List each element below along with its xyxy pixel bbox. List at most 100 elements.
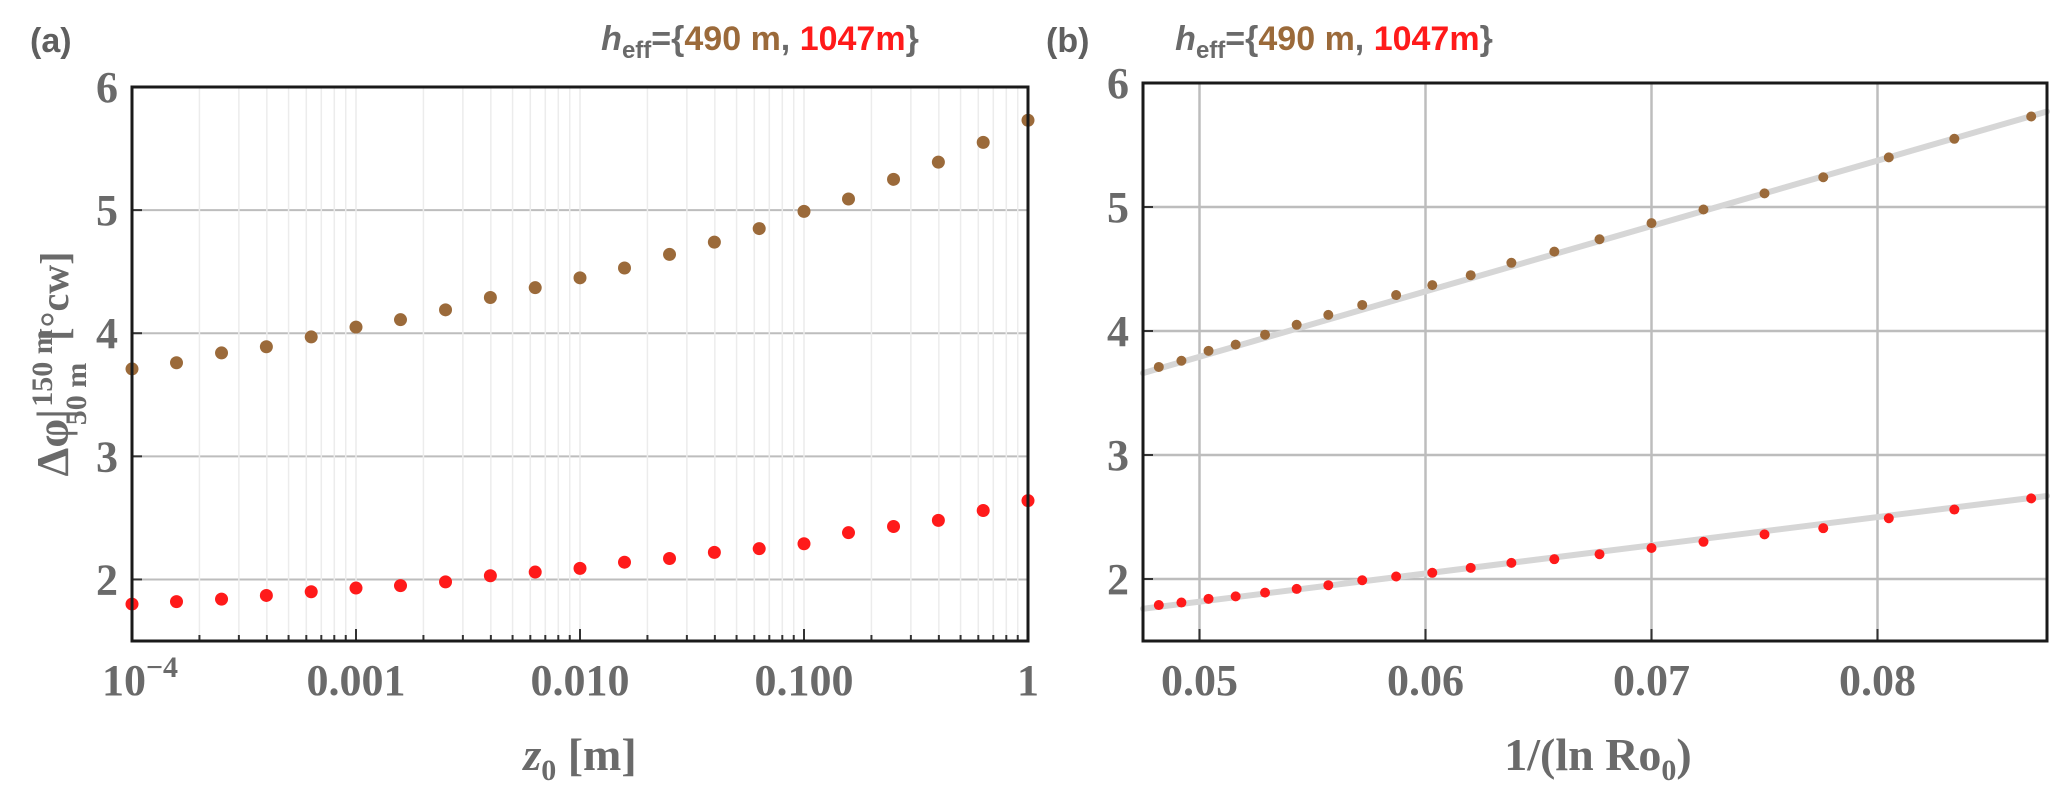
data-point (707, 545, 721, 559)
data-point (797, 204, 811, 218)
data-point (215, 346, 229, 360)
y-tick-label: 2 (96, 555, 118, 604)
data-point (1818, 172, 1829, 183)
x-tick-label: 0.06 (1387, 656, 1464, 705)
panel-b-title-eq: ={ (1225, 20, 1258, 58)
data-point (439, 575, 453, 589)
data-point (1646, 218, 1657, 229)
data-point (1176, 355, 1187, 366)
data-point (1818, 523, 1829, 534)
x-tick-label: 0.05 (1161, 656, 1238, 705)
panel-a-label: (a) (30, 22, 72, 60)
panel-a-xlabel-z: z (521, 729, 541, 780)
data-point (393, 579, 407, 593)
data-point (1549, 246, 1560, 257)
y-tick-label: 6 (1107, 59, 1129, 108)
data-point (393, 313, 407, 327)
panel-a-title-490: 490 m (684, 20, 780, 58)
data-point (304, 585, 318, 599)
y-tick-label: 3 (96, 432, 118, 481)
data-point (887, 172, 901, 186)
data-point (573, 561, 587, 575)
panel-b-grid (1143, 83, 2047, 641)
data-point (1323, 309, 1334, 320)
panel-b-xlabel: 1/(ln Ro0) (1504, 729, 1692, 787)
data-point (483, 569, 497, 583)
data-point (215, 592, 229, 606)
data-point (259, 588, 273, 602)
panel-a-ticks: 2 3 4 5 6 10−4 0.001 0.010 0.100 1 (96, 63, 1039, 705)
data-point (1203, 593, 1214, 604)
data-point (617, 261, 631, 275)
data-point (1427, 280, 1438, 291)
svg-text:Δφ|150 m50 m[°cw]: Δφ|150 m50 m [°cw] (26, 252, 93, 477)
data-point (752, 542, 766, 556)
data-point (1230, 339, 1241, 350)
data-point (707, 235, 721, 249)
data-point (841, 526, 855, 540)
data-point (1465, 270, 1476, 281)
data-point (1203, 345, 1214, 356)
x-tick-label: 1 (1017, 656, 1039, 705)
panel-a-title-1047: 1047m (800, 20, 906, 58)
data-point (1883, 513, 1894, 524)
panel-a: (a) heff={490 m, 1047m} 2 3 4 5 6 10−4 0.001 0.… (26, 20, 1039, 787)
data-point (931, 513, 945, 527)
data-point (349, 320, 363, 334)
panel-b-title-close: } (1480, 20, 1493, 58)
data-point (663, 247, 677, 261)
y-tick-label: 5 (96, 186, 118, 235)
panel-a-xlabel-unit: [m] (556, 729, 636, 780)
panel-a-title-close: } (906, 20, 919, 58)
y-tick-label: 2 (1107, 555, 1129, 604)
data-point (752, 222, 766, 236)
data-point (617, 555, 631, 569)
data-point (1594, 234, 1605, 245)
panel-a-ylabel-unit: [°cw] (32, 252, 77, 341)
data-point (1949, 504, 1960, 515)
panel-b-xlabel-pre: 1/(ln Ro (1504, 729, 1661, 780)
panel-a-title: heff={490 m, 1047m} (601, 20, 919, 64)
panel-b-xlabel-post: ) (1676, 729, 1691, 780)
data-point (887, 520, 901, 534)
x-tick-label: 10−4 (102, 651, 178, 705)
panel-b-title-sub: eff (1196, 37, 1226, 64)
data-point (1759, 188, 1770, 199)
data-point (1427, 567, 1438, 578)
panel-b-title-sep: , (1355, 20, 1374, 58)
data-point (1357, 575, 1368, 586)
data-point (304, 330, 318, 344)
panel-a-points (125, 113, 1035, 611)
panel-a-title-h: h (601, 20, 622, 58)
y-tick-label: 3 (1107, 431, 1129, 480)
panel-a-title-eq: ={ (651, 20, 684, 58)
panel-a-ylabel-sup: 150 m (26, 329, 59, 407)
data-point (976, 504, 990, 518)
panel-b-title: heff={490 m, 1047m} (1175, 20, 1493, 64)
data-point (349, 581, 363, 595)
panel-b-fit-lines (1140, 108, 2050, 612)
data-point (663, 552, 677, 566)
data-point (1883, 152, 1894, 163)
data-point (1698, 536, 1709, 547)
data-point (2026, 493, 2037, 504)
data-point (797, 537, 811, 551)
data-point (2026, 111, 2037, 122)
y-tick-label: 4 (96, 309, 118, 358)
panel-a-grid (131, 87, 1029, 641)
panel-a-xlabel-sub: 0 (541, 754, 556, 787)
data-point (976, 135, 990, 149)
panel-b: (b) heff={490 m, 1047m} 2 3 4 5 6 0.05 0.06 0.0… (1046, 20, 2050, 787)
x-tick-label: 0.100 (755, 656, 854, 705)
panel-b-xlabel-sub: 0 (1661, 754, 1676, 787)
data-point (1594, 549, 1605, 560)
data-point (1357, 299, 1368, 310)
panel-a-title-sep: , (781, 20, 800, 58)
data-point (439, 303, 453, 317)
panel-b-label: (b) (1046, 22, 1089, 60)
data-point (1759, 529, 1770, 540)
data-point (1549, 554, 1560, 565)
data-point (1506, 257, 1517, 268)
data-point (1949, 133, 1960, 144)
x-tick-label: 0.08 (1839, 656, 1916, 705)
